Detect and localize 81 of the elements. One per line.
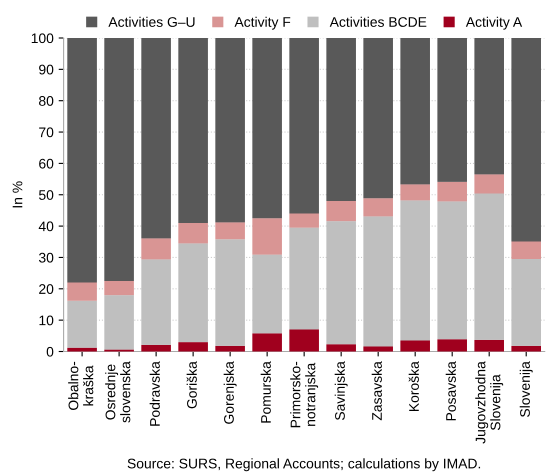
bar bbox=[252, 254, 282, 334]
y-tick-label: 90 bbox=[39, 64, 54, 75]
bar bbox=[437, 182, 467, 202]
bar bbox=[104, 38, 134, 281]
x-tick-label: Slovenija bbox=[520, 361, 533, 417]
bar bbox=[67, 282, 97, 301]
bar bbox=[215, 239, 245, 346]
bar bbox=[437, 201, 467, 340]
bar bbox=[326, 221, 356, 344]
bar bbox=[215, 222, 245, 240]
bar bbox=[400, 340, 430, 352]
bar bbox=[400, 184, 430, 200]
legend-label: Activity A bbox=[466, 16, 522, 30]
bar bbox=[511, 259, 542, 346]
x-tick-label: Primorsko- notranjska bbox=[290, 362, 318, 428]
bar bbox=[178, 38, 208, 223]
legend-label: Activity F bbox=[234, 16, 290, 30]
bar bbox=[474, 38, 504, 174]
y-tick-label: 30 bbox=[38, 252, 54, 263]
bar bbox=[289, 214, 319, 228]
bar bbox=[67, 38, 97, 283]
bar bbox=[363, 38, 393, 198]
bar bbox=[363, 346, 393, 352]
x-tick-label: Posavska bbox=[446, 361, 456, 420]
bar bbox=[252, 38, 282, 218]
y-tick-label: 0 bbox=[46, 346, 54, 357]
bar bbox=[326, 201, 356, 222]
y-tick-label: 80 bbox=[39, 96, 54, 106]
y-tick-label: 10 bbox=[39, 315, 54, 326]
bar bbox=[178, 222, 208, 244]
y-axis-title: In % bbox=[12, 181, 22, 208]
x-tick-label: Gorenjska bbox=[224, 361, 237, 424]
legend-label: Activities G–U bbox=[108, 16, 195, 27]
bar bbox=[178, 243, 208, 342]
bar bbox=[215, 346, 245, 352]
bar bbox=[326, 344, 356, 352]
x-tick-label: Osrednje slovenska bbox=[105, 361, 130, 423]
bar bbox=[474, 340, 504, 352]
bar bbox=[437, 339, 467, 352]
x-tick-label: Goriška bbox=[186, 361, 197, 408]
bar bbox=[363, 216, 393, 346]
bar bbox=[511, 38, 542, 242]
x-tick-label: Savinjska bbox=[334, 361, 348, 420]
x-tick-label: Podravska bbox=[150, 361, 160, 426]
bar bbox=[178, 342, 208, 352]
y-tick-label: 20 bbox=[39, 284, 54, 294]
bar bbox=[215, 38, 245, 222]
bar bbox=[289, 38, 319, 214]
x-tick-label: Pomurska bbox=[260, 361, 271, 423]
bar bbox=[141, 238, 171, 260]
y-tick-label: 100 bbox=[32, 33, 54, 44]
bar bbox=[141, 344, 171, 352]
bar bbox=[67, 348, 97, 352]
y-tick-label: 60 bbox=[39, 158, 54, 169]
bar bbox=[252, 218, 282, 255]
x-tick-label: Zasavska bbox=[372, 361, 382, 420]
legend-label: Activities BCDE bbox=[330, 16, 426, 27]
y-tick-label: 50 bbox=[38, 190, 54, 200]
y-tick-label: 70 bbox=[39, 127, 54, 138]
x-tick-label: Jugovzhodna Slovenija bbox=[475, 361, 504, 444]
x-tick-label: Koroška bbox=[408, 361, 419, 412]
bar bbox=[400, 200, 430, 341]
bar bbox=[511, 241, 542, 260]
bar bbox=[326, 38, 356, 202]
bar bbox=[363, 198, 393, 216]
source-note: Source: SURS, Regional Accounts; calculations by IMAD. bbox=[128, 458, 480, 472]
bar bbox=[437, 38, 467, 182]
bar bbox=[104, 280, 134, 296]
bar bbox=[67, 300, 97, 348]
bar bbox=[141, 38, 171, 238]
bar bbox=[289, 228, 319, 330]
y-tick-label: 40 bbox=[38, 221, 54, 232]
bar bbox=[289, 330, 319, 352]
bar bbox=[104, 295, 134, 350]
bar bbox=[474, 193, 504, 340]
bar bbox=[474, 174, 504, 194]
bar bbox=[511, 346, 542, 352]
x-tick-label: Obalno- kraška bbox=[68, 362, 94, 410]
bar bbox=[252, 333, 282, 352]
bar bbox=[400, 38, 430, 184]
bar bbox=[141, 259, 171, 345]
